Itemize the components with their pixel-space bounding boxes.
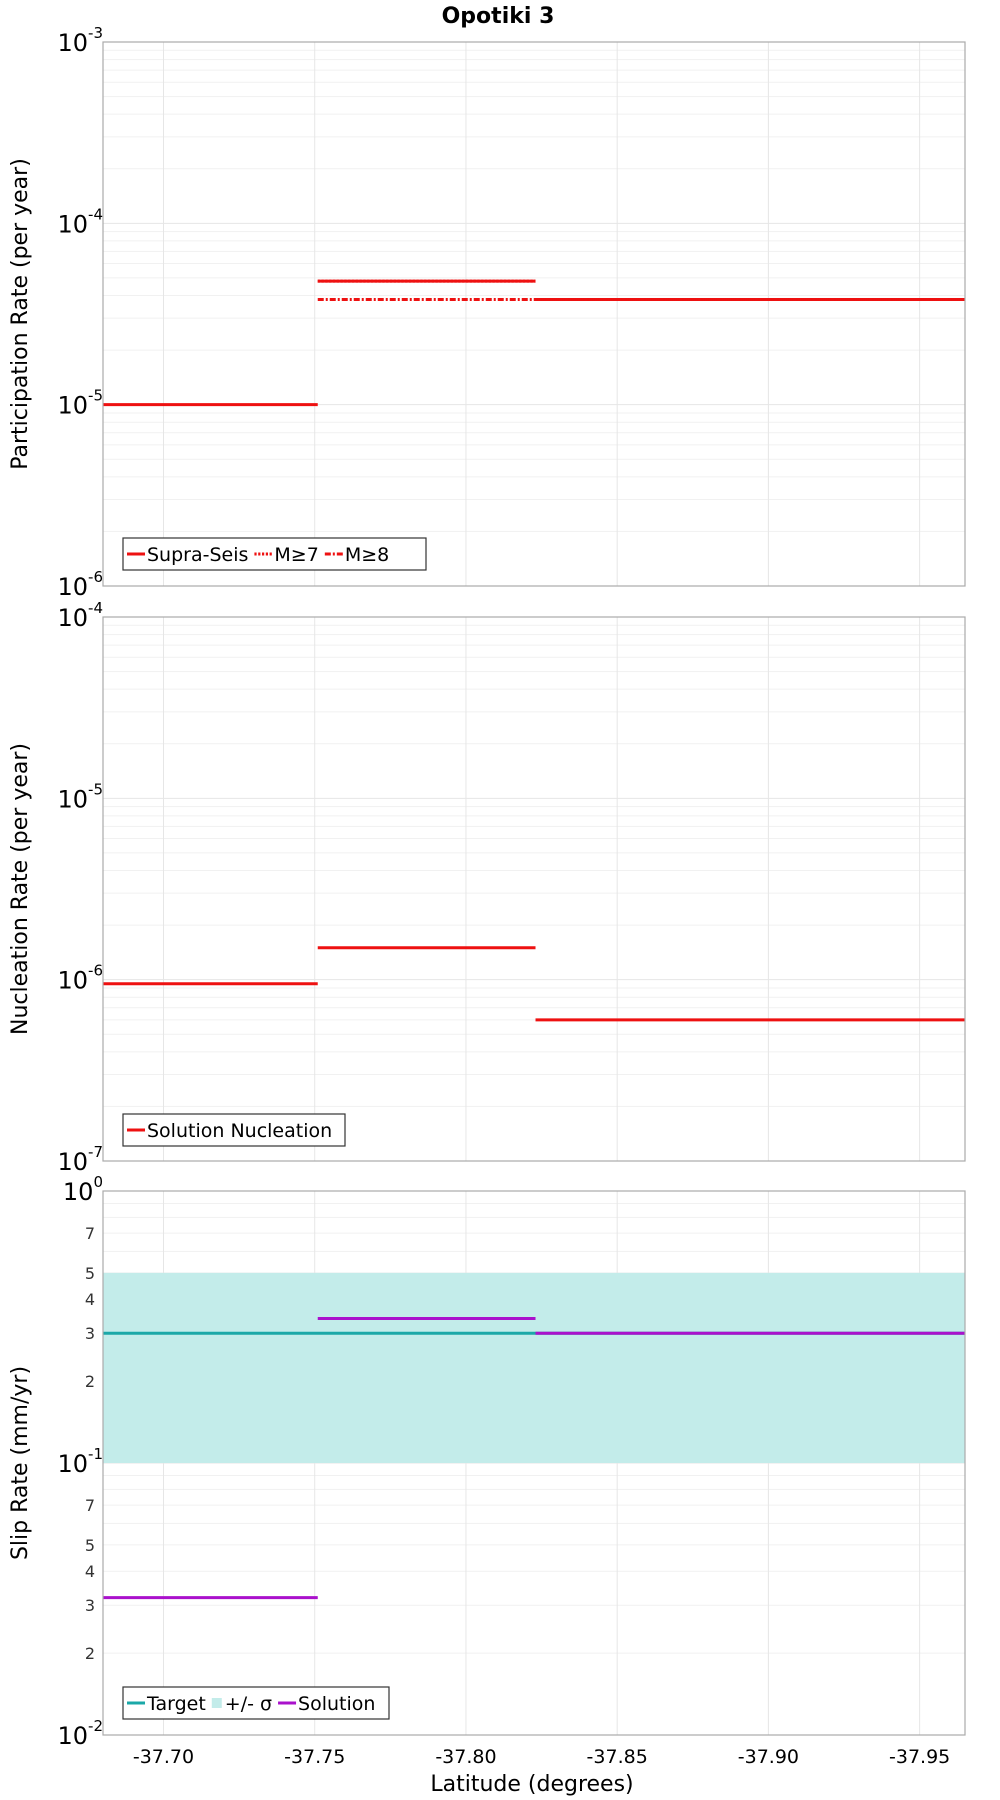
legend-label: +/- σ — [225, 1693, 272, 1715]
series-solution-nucleation — [103, 946, 965, 1022]
y-minor-tick-label: 2 — [85, 1644, 95, 1663]
y-minor-tick-label: 3 — [85, 1324, 95, 1343]
y-tick-label: 10-7 — [57, 1143, 103, 1176]
y-tick-label: 10-2 — [57, 1717, 103, 1750]
x-tick-label: -37.85 — [587, 1746, 648, 1768]
participation-rate-panel: 10-6 10-5 10-4 10-3 Participation Rate (per … — [8, 24, 966, 601]
sigma-band — [103, 1272, 965, 1463]
y-tick-label: 10-6 — [57, 568, 103, 601]
nucleation-rate-panel: 10-7 10-6 10-5 10-4 Nucleation Rate (per yea… — [8, 599, 966, 1176]
y-tick-label: 10-1 — [57, 1445, 103, 1478]
plot-frame — [102, 616, 966, 1162]
legend-label: M≥8 — [345, 544, 389, 566]
y-tick-label: 100 — [63, 1173, 103, 1206]
y-minor-tick-label: 4 — [85, 1562, 95, 1581]
x-tick-label: -37.80 — [435, 1746, 496, 1768]
y-tick-label: 10-5 — [57, 387, 103, 420]
legend-label: Solution Nucleation — [147, 1120, 332, 1142]
legend-box — [122, 1686, 390, 1720]
legend: Target +/- σ Solution — [122, 1686, 390, 1720]
y-axis-label: Participation Rate (per year) — [8, 158, 33, 470]
x-tick-label: -37.75 — [284, 1746, 345, 1768]
slip-rate-panel: 10-2 10-1 100 2 3 4 5 7 2 3 4 5 7 Slip Rate (mm/yr) -3… — [8, 1173, 966, 1768]
y-tick-label: 10-5 — [57, 780, 103, 813]
legend-label: Supra-Seis — [147, 544, 248, 566]
series-solution — [103, 1316, 965, 1600]
legend-label: Solution — [298, 1693, 375, 1715]
y-minor-tick-label: 7 — [85, 1496, 95, 1515]
series-m-7 — [317, 279, 965, 302]
legend-label: Target — [146, 1693, 206, 1715]
y-minor-tick-label: 3 — [85, 1596, 95, 1615]
y-tick-label: 10-4 — [57, 205, 103, 238]
legend-box — [122, 537, 427, 571]
legend-swatch — [211, 1698, 222, 1708]
y-tick-label: 10-4 — [57, 599, 103, 632]
y-minor-tick-label: 4 — [85, 1290, 95, 1309]
y-tick-label: 10-3 — [57, 24, 103, 57]
y-minor-tick-label: 5 — [85, 1264, 95, 1283]
plot-frame — [102, 1190, 966, 1736]
x-axis-label: Latitude (degrees) — [430, 1772, 633, 1797]
legend-box — [122, 1113, 346, 1147]
y-axis-label: Slip Rate (mm/yr) — [8, 1366, 33, 1560]
legend: Solution Nucleation — [122, 1113, 346, 1147]
plot-frame — [102, 41, 966, 587]
y-tick-label: 10-6 — [57, 962, 103, 995]
y-minor-tick-label: 2 — [85, 1372, 95, 1391]
x-tick-label: -37.95 — [889, 1746, 950, 1768]
x-tick-label: -37.70 — [133, 1746, 194, 1768]
y-axis-label: Nucleation Rate (per year) — [8, 743, 33, 1035]
chart-title: Opotiki 3 — [442, 4, 555, 29]
x-tick-label: -37.90 — [738, 1746, 799, 1768]
legend-label: M≥7 — [274, 544, 318, 566]
y-minor-tick-label: 7 — [85, 1224, 95, 1243]
y-minor-tick-label: 5 — [85, 1536, 95, 1555]
legend: Supra-Seis M≥7 M≥8 — [122, 537, 427, 571]
